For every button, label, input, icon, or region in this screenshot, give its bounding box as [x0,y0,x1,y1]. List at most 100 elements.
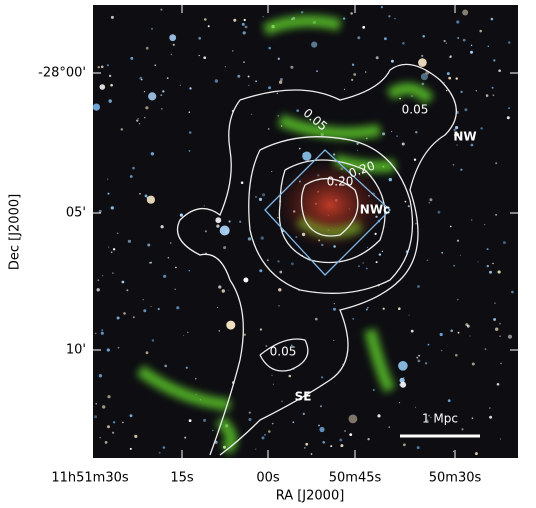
star [271,422,274,425]
star [399,97,401,100]
star [367,307,369,309]
star [260,236,264,240]
star [265,345,268,347]
star [240,181,244,184]
star [488,407,491,409]
star [403,377,405,379]
star [502,241,506,245]
star [248,418,252,421]
star [394,17,396,20]
star [460,90,463,94]
star [221,289,225,293]
star [487,45,490,48]
star [411,95,413,97]
star [264,433,266,436]
star [224,66,226,68]
star [375,261,378,264]
star [104,441,108,444]
star [145,106,149,110]
star [139,193,141,195]
star [144,117,146,119]
star [506,116,510,120]
star [333,307,336,311]
star [108,74,112,78]
star [365,267,368,270]
star [129,175,133,178]
star [447,399,451,402]
star [291,344,293,347]
star [507,41,511,44]
star [391,131,393,133]
star [94,415,98,419]
y-tick-label: 10' [66,343,86,358]
star [247,75,250,78]
star [410,329,414,333]
star [322,441,326,444]
star [244,25,248,29]
star [316,70,318,73]
star [277,260,280,263]
star [485,94,489,97]
star [318,424,320,427]
star [483,223,486,226]
star [164,364,167,368]
star [462,9,469,16]
star [212,429,214,432]
x-axis-label: RA [J2000] [276,489,345,504]
star [422,35,426,38]
star [203,418,207,422]
star [475,90,477,92]
star [470,143,474,147]
star [443,81,445,83]
star [110,251,113,253]
star [382,132,386,136]
star [499,335,501,338]
star [262,193,266,197]
star [176,306,180,310]
star [195,378,197,380]
star [291,262,294,266]
star [492,262,494,265]
star [150,305,152,307]
star [452,163,455,166]
contour-label: 0.05 [270,345,297,359]
star [439,332,443,337]
star [367,438,370,441]
star [417,285,420,288]
star [350,12,353,15]
star [241,22,245,26]
star [362,25,366,29]
star [495,214,497,216]
star [134,434,138,438]
star [479,29,483,33]
star [187,331,189,333]
star [108,246,110,248]
star [398,307,401,311]
star [462,38,466,42]
star [110,15,114,19]
star [428,202,430,204]
star [184,436,187,439]
star [116,316,120,320]
star [456,20,460,24]
star [132,166,135,170]
star [223,246,227,250]
star [100,65,104,69]
star [268,86,272,90]
star [198,54,200,57]
star [227,289,229,291]
star [288,374,292,378]
star [239,220,242,223]
star [130,56,134,60]
ticks [93,5,518,458]
star [344,430,346,432]
star [417,359,421,363]
star [437,210,441,214]
star [97,279,100,282]
star [398,402,401,404]
star [299,147,301,150]
star [162,446,166,449]
star [242,31,246,35]
star [330,445,333,448]
star [357,36,361,40]
